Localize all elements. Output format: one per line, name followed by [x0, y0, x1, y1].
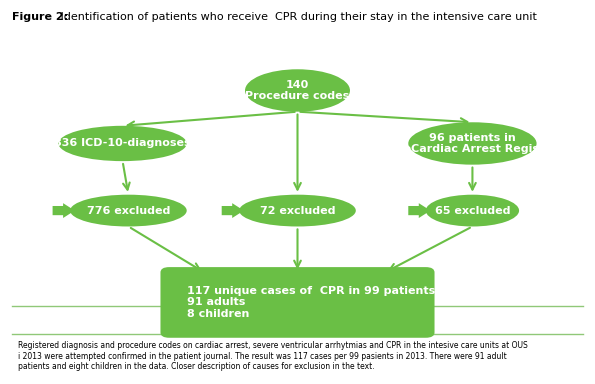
Text: 117 unique cases of  CPR in 99 patients:
91 adults
8 children: 117 unique cases of CPR in 99 patients: … — [187, 286, 440, 319]
Text: 72 excluded: 72 excluded — [260, 205, 335, 215]
Text: Registered diagnosis and procedure codes on cardiac arrest, severe ventricular a: Registered diagnosis and procedure codes… — [18, 341, 527, 371]
Text: 96 patients in
TheCardiac Arrest Registry: 96 patients in TheCardiac Arrest Registr… — [388, 132, 557, 154]
Ellipse shape — [408, 122, 537, 165]
Text: 65 excluded: 65 excluded — [435, 205, 510, 215]
Text: 776 excluded: 776 excluded — [87, 205, 170, 215]
Text: 836 ICD-10-diagnoses: 836 ICD-10-diagnoses — [54, 139, 191, 149]
FancyBboxPatch shape — [161, 267, 434, 338]
FancyArrow shape — [408, 203, 430, 218]
Text: Identification of patients who receive  CPR during their stay in the intensive c: Identification of patients who receive C… — [57, 12, 537, 22]
Ellipse shape — [58, 126, 187, 161]
FancyArrow shape — [52, 203, 75, 218]
Text: Figure 2:: Figure 2: — [12, 12, 68, 22]
Ellipse shape — [70, 195, 187, 227]
Ellipse shape — [239, 195, 356, 227]
FancyArrow shape — [222, 203, 244, 218]
Ellipse shape — [426, 195, 519, 227]
Text: 140
Procedure codes: 140 Procedure codes — [245, 79, 350, 101]
Ellipse shape — [245, 69, 350, 112]
